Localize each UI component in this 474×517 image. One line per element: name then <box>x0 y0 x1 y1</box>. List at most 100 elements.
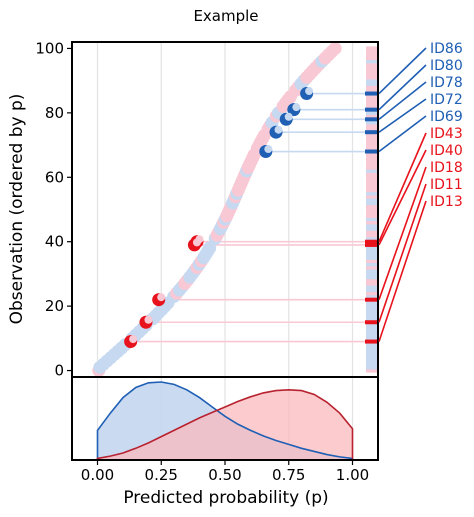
rug-tick <box>366 123 378 128</box>
rug-tick <box>366 75 378 80</box>
rug-tick <box>366 85 378 90</box>
rug-tick <box>366 284 378 289</box>
rug-tick <box>366 252 378 257</box>
id-leader-line <box>378 183 427 323</box>
rug-tick <box>366 307 378 312</box>
rug-tick <box>366 162 378 167</box>
id-label: ID18 <box>430 160 463 176</box>
y-tick-label: 80 <box>45 104 64 122</box>
rug-tick-highlighted <box>365 320 379 325</box>
rug-tick <box>366 233 378 238</box>
rug-tick <box>366 346 378 351</box>
rug-tick <box>366 201 378 206</box>
rug-tick-highlighted <box>365 130 379 135</box>
rug-tick <box>366 362 378 367</box>
rug-tick <box>366 204 378 209</box>
rug-tick <box>366 136 378 141</box>
rug-tick-highlighted <box>365 297 379 302</box>
y-tick-label: 40 <box>45 233 64 251</box>
rug-tick <box>366 333 378 338</box>
id-label: ID86 <box>430 41 463 57</box>
rug-tick <box>366 175 378 180</box>
id-leader-line <box>378 47 427 95</box>
rug-tick <box>366 114 378 119</box>
y-tick-label: 0 <box>54 362 64 380</box>
rug-tick <box>366 194 378 199</box>
rug-tick <box>366 210 378 215</box>
y-tick-label: 60 <box>45 168 64 186</box>
rug-tick-highlighted <box>365 117 379 122</box>
id-label: ID72 <box>430 92 463 108</box>
rug-tick <box>366 220 378 225</box>
rug-tick <box>366 213 378 218</box>
rug-tick <box>366 365 378 370</box>
rug-tick <box>366 329 378 334</box>
rug-tick <box>366 52 378 57</box>
rug-tick <box>366 352 378 357</box>
highlighted-point-highlight <box>144 315 153 324</box>
id-label: ID78 <box>430 75 463 91</box>
density-class1-line <box>96 388 354 460</box>
rug-tick <box>366 152 378 157</box>
id-label: ID11 <box>430 177 463 193</box>
highlighted-point-highlight <box>264 145 273 154</box>
rug-tick <box>366 262 378 267</box>
rug-tick <box>366 172 378 177</box>
rug-tick <box>366 271 378 276</box>
highlighted-point-highlight <box>157 293 166 302</box>
id-label: ID69 <box>430 109 463 125</box>
rug-tick <box>366 143 378 148</box>
rug-tick <box>366 259 378 264</box>
id-leader-line <box>378 64 427 111</box>
rug-tick <box>366 342 378 347</box>
rug-tick <box>366 197 378 202</box>
rug-tick <box>366 281 378 286</box>
rug-tick <box>366 336 378 341</box>
rug-tick <box>366 223 378 228</box>
rug-tick <box>366 368 378 373</box>
rug-tick <box>366 265 378 270</box>
rug-tick-highlighted <box>365 107 379 112</box>
rug-tick <box>366 88 378 93</box>
rug-tick <box>366 326 378 331</box>
rug-tick <box>366 313 378 318</box>
rug-tick <box>366 56 378 61</box>
rug-tick <box>366 304 378 309</box>
rug-tick <box>366 268 378 273</box>
id-leader-line <box>378 81 427 120</box>
rug-tick <box>366 78 378 83</box>
rug-tick <box>366 188 378 193</box>
rug-tick <box>366 65 378 70</box>
scatter-panel: 0 20 40 60 80 100 <box>35 39 379 380</box>
x-tick-label: 0.75 <box>272 466 305 484</box>
rug-tick <box>366 246 378 251</box>
rug-tick <box>366 278 378 283</box>
id-leader-line <box>378 115 427 153</box>
rug-tick <box>366 159 378 164</box>
rug-tick <box>366 300 378 305</box>
density-curves <box>96 381 354 460</box>
rug-tick <box>366 104 378 109</box>
x-tick-label: 0.00 <box>81 466 114 484</box>
highlight-connector-lines <box>130 92 372 343</box>
rug-tick <box>366 81 378 86</box>
rug-tick <box>366 249 378 254</box>
highlighted-point-highlight <box>292 103 301 112</box>
highlighted-point-highlight <box>192 238 201 247</box>
y-axis-ticks: 0 20 40 60 80 100 <box>35 39 72 380</box>
rug-tick <box>366 349 378 354</box>
y-tick-label: 100 <box>35 39 64 57</box>
highlighted-point-highlight <box>284 112 293 121</box>
id-label: ID40 <box>430 143 463 159</box>
rug-tick <box>366 310 378 315</box>
rug-tick <box>366 133 378 138</box>
highlighted-point-highlight <box>305 87 314 96</box>
rug-tick <box>366 46 378 51</box>
highlighted-point-highlight <box>274 125 283 134</box>
rug-tick <box>366 72 378 77</box>
id-leader-line <box>378 149 427 246</box>
rug-tick <box>366 288 378 293</box>
data-point <box>328 41 342 55</box>
id-leader-line <box>378 166 427 300</box>
